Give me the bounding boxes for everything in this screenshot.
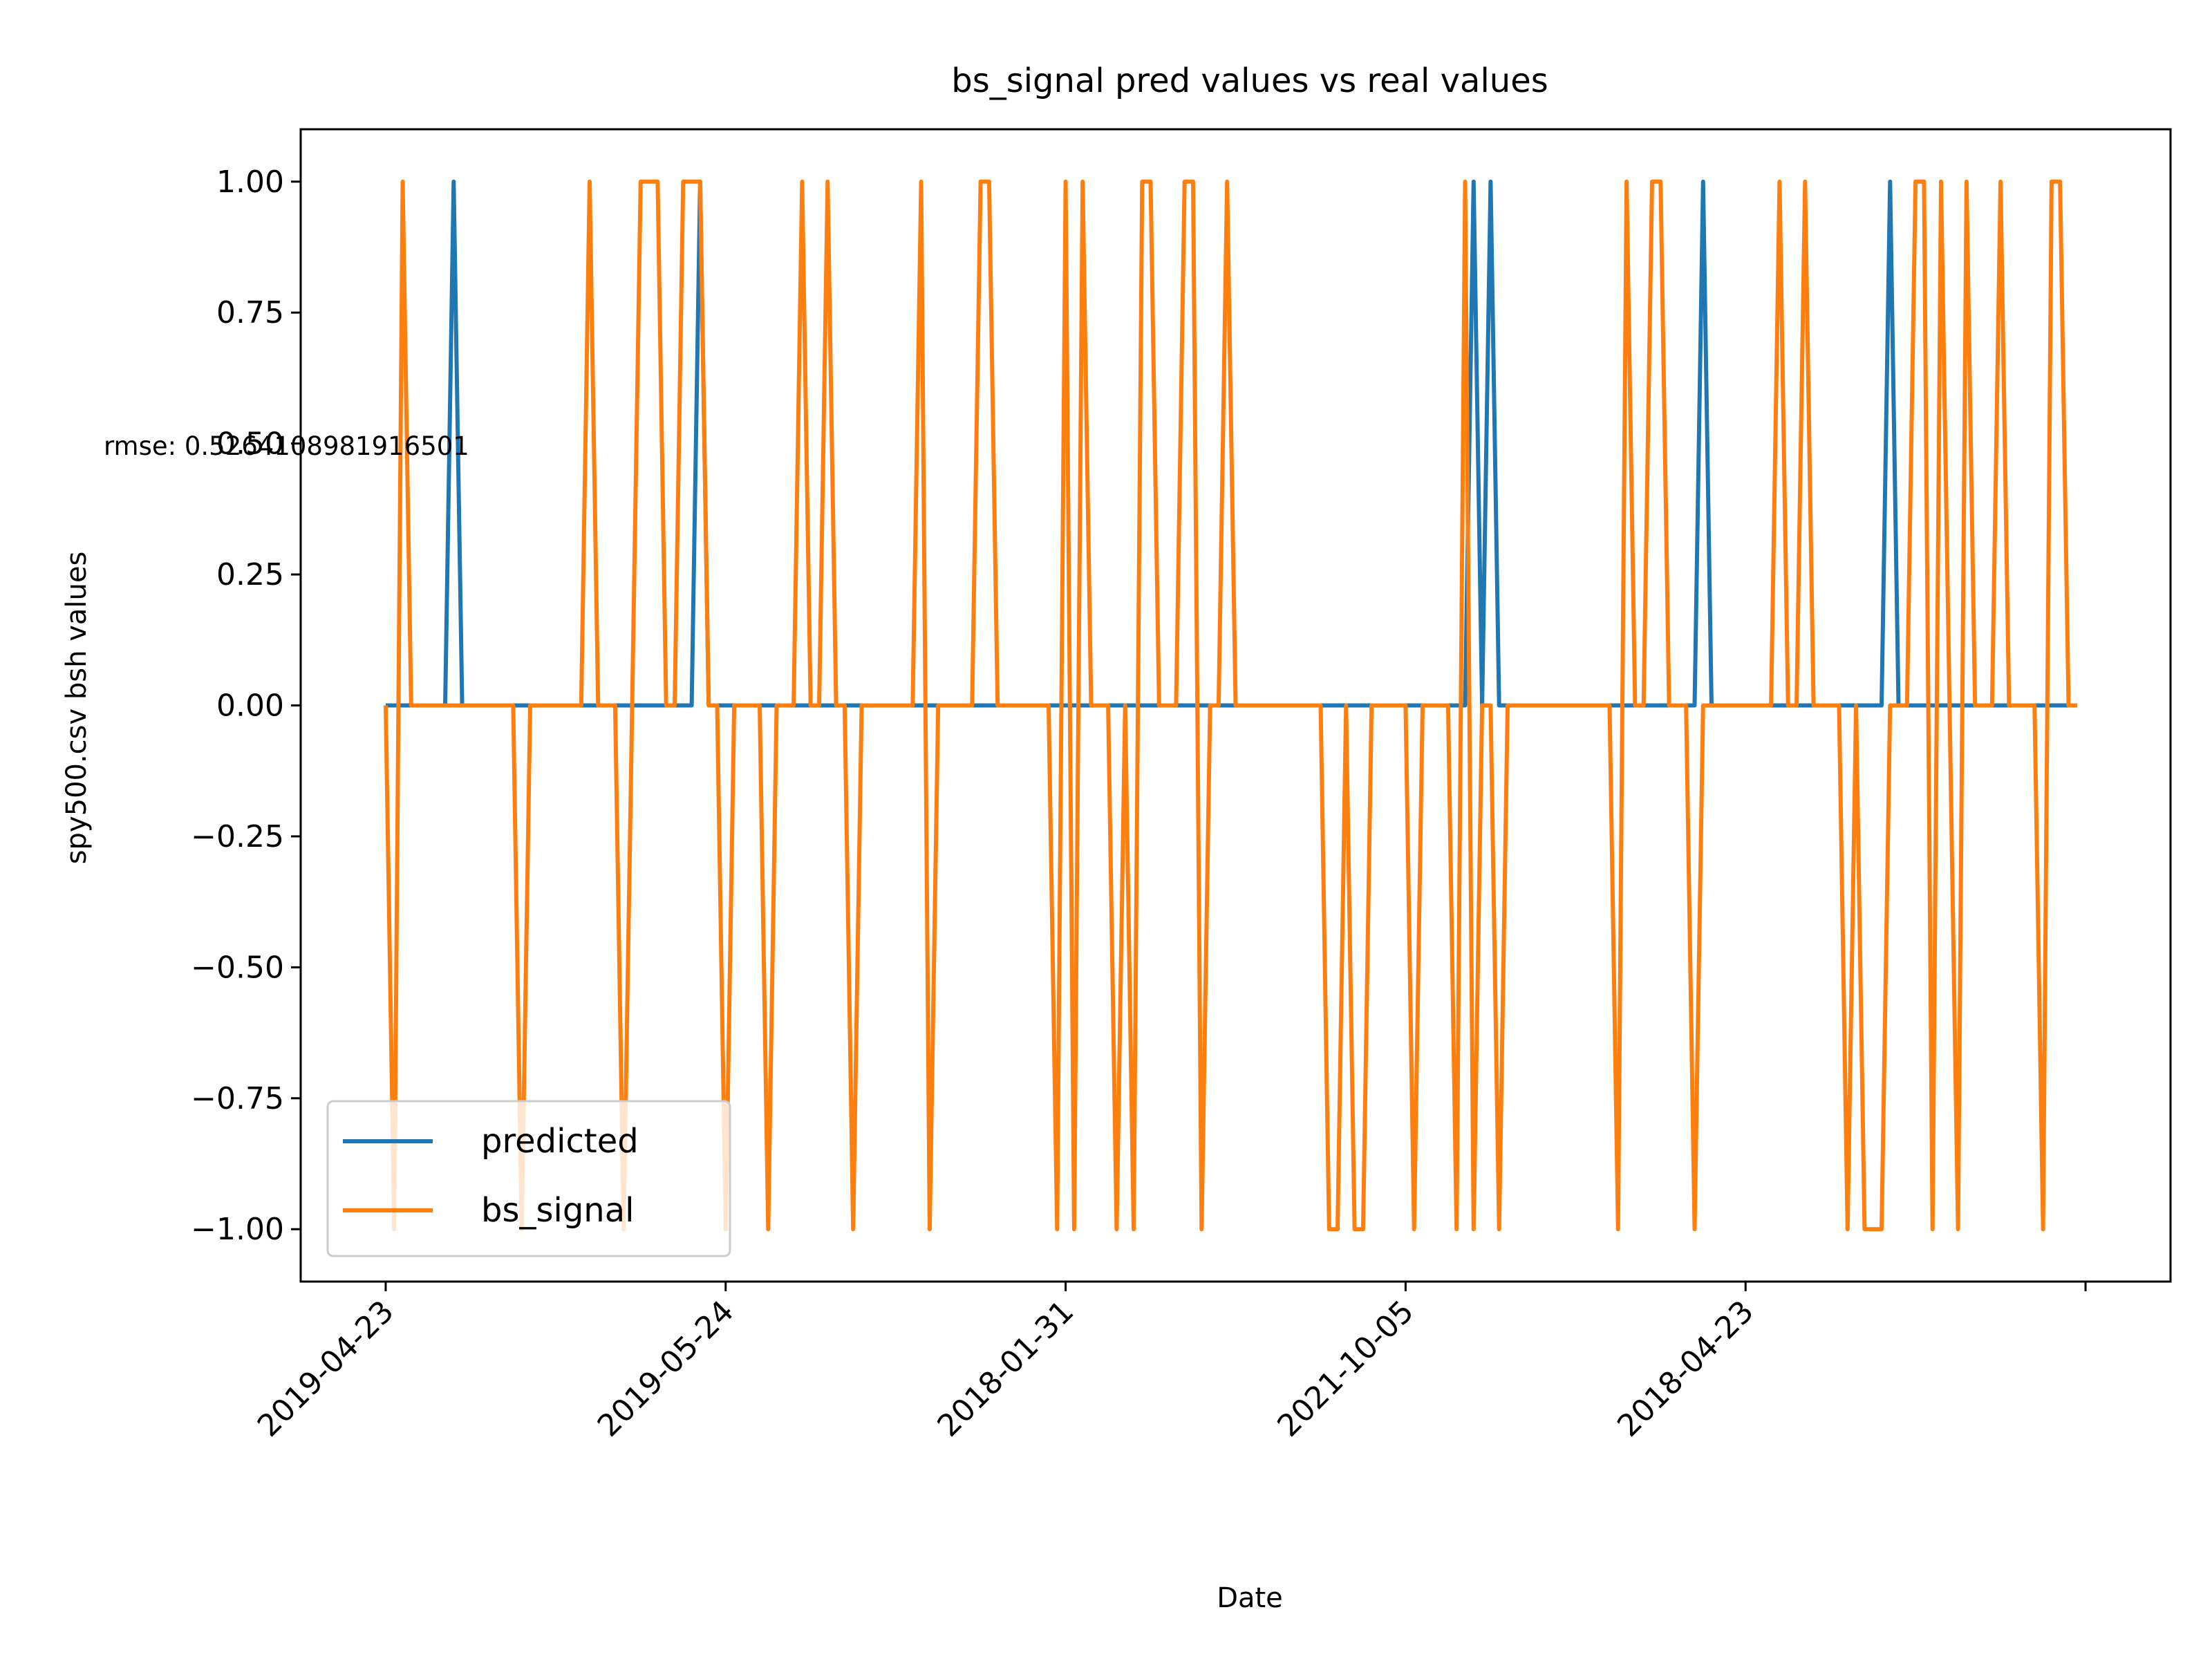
y-tick-label: 0.00	[216, 688, 284, 724]
legend-label-predicted: predicted	[481, 1122, 639, 1161]
rmse-annotation: rmse: 0.5264108981916501	[104, 431, 469, 461]
y-tick-label: 0.50	[216, 427, 284, 462]
y-tick-label: −0.50	[191, 950, 284, 985]
chart-title: bs_signal pred values vs real values	[951, 62, 1548, 100]
y-tick-label: −0.75	[191, 1081, 284, 1116]
y-axis-label: spy500.csv bsh values	[61, 552, 93, 865]
x-axis-label: Date	[1217, 1582, 1283, 1614]
y-tick-label: −0.25	[191, 819, 284, 854]
y-tick-label: 0.25	[216, 557, 284, 592]
y-tick-label: 1.00	[216, 165, 284, 200]
legend-label-bs-signal: bs_signal	[481, 1191, 634, 1230]
series-line-bs-signal	[384, 179, 2077, 1232]
y-tick-label: −1.00	[191, 1212, 284, 1247]
y-tick-label: 0.75	[216, 295, 284, 330]
